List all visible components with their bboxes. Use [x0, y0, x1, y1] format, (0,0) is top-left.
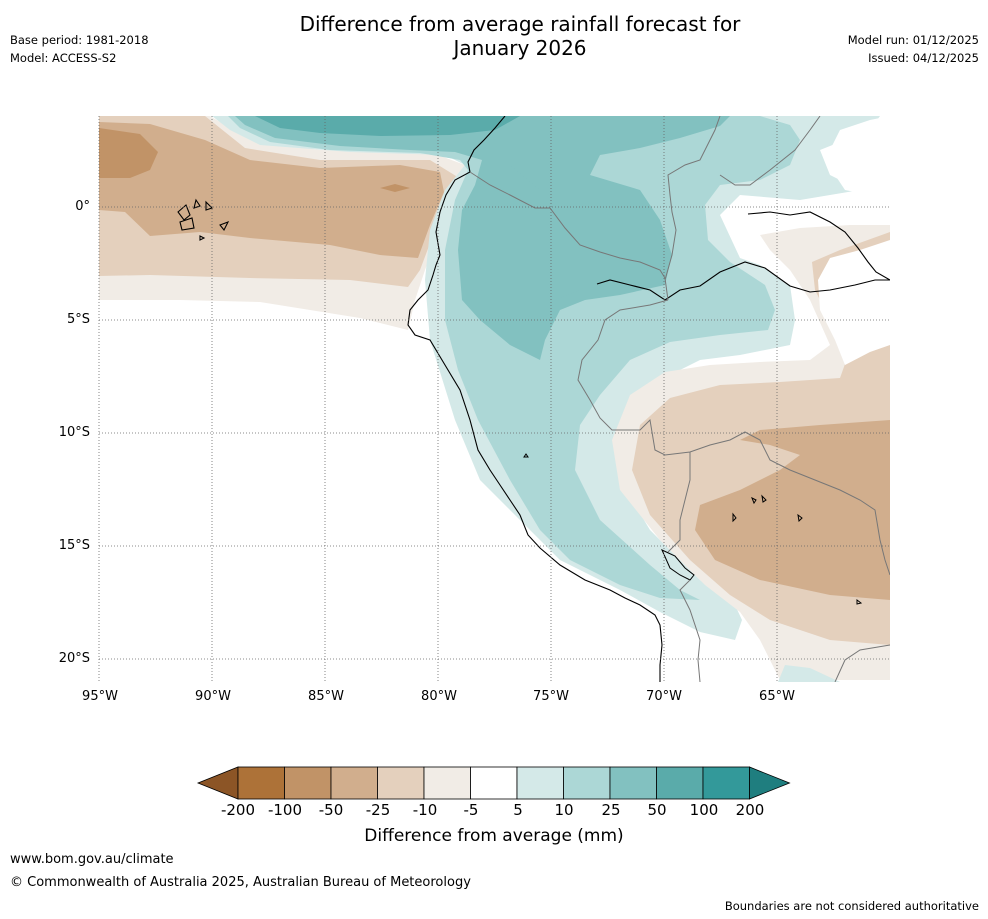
dry-region-pacific-lt50	[99, 128, 158, 178]
lat-label-10s: 10°S	[58, 425, 90, 440]
cb-tick-neg25: -25	[365, 801, 391, 819]
colorbar	[196, 766, 791, 800]
colorbar-bin-11	[702, 766, 750, 800]
meta-left: Base period: 1981-2018 Model: ACCESS-S2	[10, 31, 149, 67]
cb-tick-10: 10	[554, 801, 574, 819]
lon-label-85w: 85°W	[308, 689, 344, 704]
colorbar-extend-high	[749, 766, 791, 800]
country-borders	[469, 116, 890, 682]
lon-label-80w: 80°W	[421, 689, 457, 704]
footer-url: www.bom.gov.au/climate	[10, 852, 174, 867]
map-area	[99, 116, 890, 682]
colorbar-bin-8	[563, 766, 611, 800]
coastline-north-atlantic	[747, 211, 890, 281]
colorbar-bin-5	[423, 766, 471, 800]
colorbar-bin-7	[516, 766, 564, 800]
lat-label-5s: 5°S	[66, 312, 90, 327]
colorbar-bin-2	[284, 766, 332, 800]
coastline-amazon-river	[596, 261, 890, 301]
white-gap-north-east	[825, 116, 890, 200]
chart-title: Difference from average rainfall forecas…	[200, 12, 840, 60]
model-run: Model run: 01/12/2025	[847, 33, 979, 47]
lat-label-0: 0°	[75, 199, 90, 214]
model-name: Model: ACCESS-S2	[10, 51, 117, 65]
cb-tick-25: 25	[601, 801, 621, 819]
gridlines	[98, 116, 890, 682]
colorbar-bin-1	[237, 766, 285, 800]
lon-label-75w: 75°W	[533, 689, 569, 704]
colorbar-bin-3	[330, 766, 378, 800]
colorbar-bin-9	[609, 766, 657, 800]
white-gap-east	[818, 200, 890, 365]
galapagos-islands	[177, 198, 230, 241]
lon-label-70w: 70°W	[646, 689, 682, 704]
wet-patch-south-east	[778, 665, 840, 682]
dry-patch-small	[380, 184, 410, 192]
colorbar-extend-low	[196, 766, 239, 800]
lakes-bolivia	[523, 453, 863, 605]
lat-label-20s: 20°S	[58, 651, 90, 666]
footer-copyright: © Commonwealth of Australia 2025, Austra…	[10, 875, 471, 890]
cb-tick-neg50: -50	[318, 801, 344, 819]
colorbar-title: Difference from average (mm)	[364, 826, 624, 846]
title-line-1: Difference from average rainfall forecas…	[299, 12, 741, 36]
colorbar-bin-10	[656, 766, 704, 800]
lon-label-90w: 90°W	[195, 689, 231, 704]
cb-tick-neg100: -100	[267, 801, 303, 819]
colorbar-bin-4	[377, 766, 425, 800]
colorbar-bin-6	[470, 766, 518, 800]
cb-tick-200: 200	[735, 801, 765, 819]
base-period: Base period: 1981-2018	[10, 33, 149, 47]
meta-right: Model run: 01/12/2025 Issued: 04/12/2025	[848, 31, 979, 67]
cb-tick-5: 5	[513, 801, 523, 819]
wet-region-gt50	[255, 116, 520, 136]
coastline-south-america	[407, 116, 663, 682]
cb-tick-neg200: -200	[220, 801, 256, 819]
cb-tick-neg5: -5	[463, 801, 479, 819]
dry-region-pacific-lt25	[99, 122, 444, 258]
cb-tick-50: 50	[647, 801, 667, 819]
title-line-2: January 2026	[453, 36, 587, 60]
disclaimer: Boundaries are not considered authoritat…	[724, 899, 979, 913]
cb-tick-neg10: -10	[412, 801, 438, 819]
lat-label-15s: 15°S	[58, 538, 90, 553]
lake-titicaca	[661, 548, 695, 581]
lon-label-65w: 65°W	[759, 689, 795, 704]
issued-date: Issued: 04/12/2025	[868, 51, 979, 65]
cb-tick-100: 100	[689, 801, 719, 819]
dry-region-se-lt25	[695, 420, 890, 600]
wet-region-gt25-inner	[480, 165, 665, 332]
lon-label-95w: 95°W	[82, 689, 118, 704]
